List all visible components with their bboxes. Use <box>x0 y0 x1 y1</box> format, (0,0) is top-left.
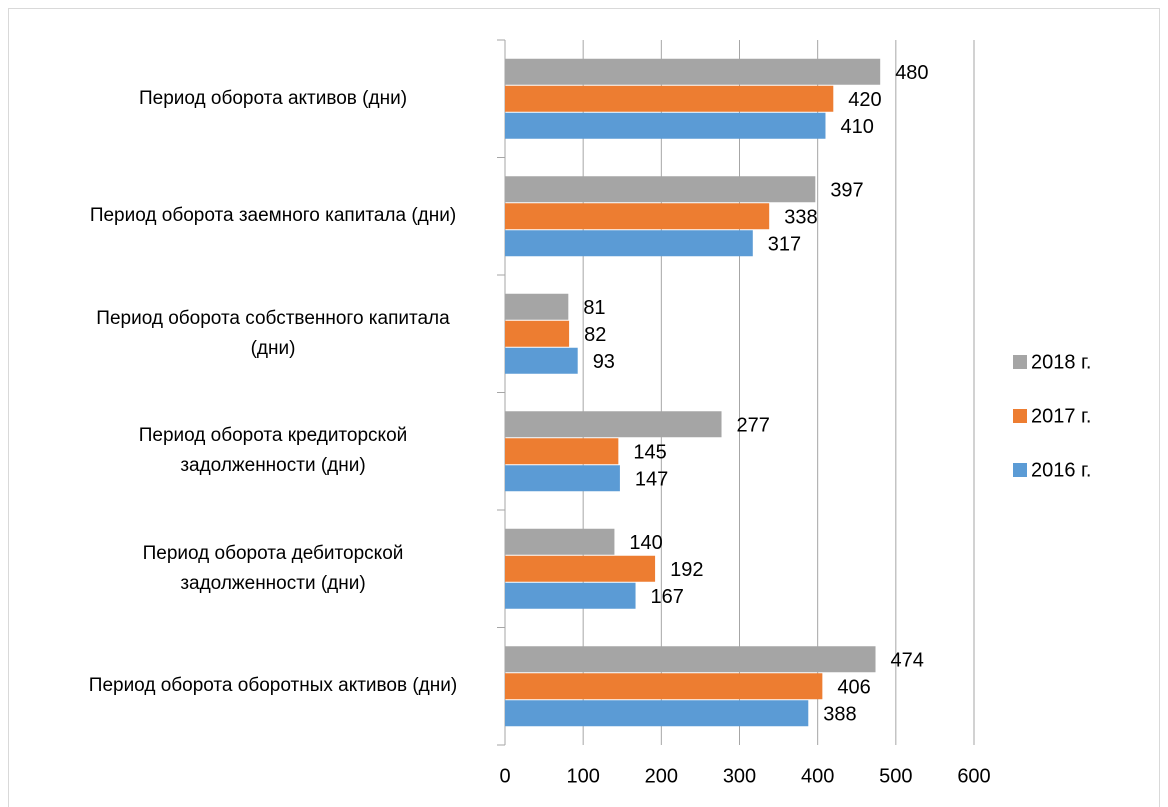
bar <box>505 555 656 582</box>
y-tick-label: Период оборота заемного капитала (дни) <box>89 205 457 227</box>
data-label: 317 <box>768 234 801 256</box>
bar <box>505 112 826 139</box>
bar <box>505 176 816 203</box>
data-label: 82 <box>584 324 606 346</box>
y-tick-label: Период оборота активов (дни) <box>138 87 408 109</box>
legend-swatch <box>1013 409 1027 423</box>
data-label: 147 <box>635 469 668 491</box>
data-label: 81 <box>583 297 605 319</box>
bar <box>505 528 615 555</box>
legend-swatch <box>1013 355 1027 369</box>
data-label: 406 <box>837 677 870 699</box>
data-label: 420 <box>848 89 881 111</box>
bar <box>505 582 636 609</box>
chart-frame <box>8 8 1160 807</box>
legend-swatch <box>1013 463 1027 477</box>
bar <box>505 673 823 700</box>
bar <box>505 203 770 230</box>
x-tick-label: 100 <box>566 765 599 787</box>
data-label: 93 <box>593 351 615 373</box>
data-label: 192 <box>670 559 703 581</box>
bar <box>505 646 876 673</box>
x-tick-label: 300 <box>723 765 756 787</box>
bar <box>505 230 753 257</box>
data-label: 397 <box>830 180 863 202</box>
y-tick-label: Период оборота кредиторской задолженност… <box>138 425 408 477</box>
data-label: 410 <box>840 116 873 138</box>
data-label: 474 <box>891 650 924 672</box>
bar <box>505 411 722 438</box>
bar <box>505 347 578 374</box>
bar <box>505 85 834 112</box>
y-tick-label: Период оборота дебиторской задолженности… <box>142 542 404 594</box>
bar <box>505 438 619 465</box>
x-tick-label: 0 <box>499 765 510 787</box>
data-label: 338 <box>784 207 817 229</box>
data-label: 145 <box>633 442 666 464</box>
legend-label: 2018 г. <box>1031 351 1091 373</box>
data-label: 167 <box>651 586 684 608</box>
legend-label: 2016 г. <box>1031 459 1091 481</box>
data-label: 388 <box>823 704 856 726</box>
data-label: 277 <box>737 415 770 437</box>
x-tick-label: 400 <box>801 765 834 787</box>
bar <box>505 465 620 492</box>
data-label: 140 <box>629 532 662 554</box>
bar <box>505 700 809 727</box>
data-label: 480 <box>895 62 928 84</box>
x-tick-label: 200 <box>645 765 678 787</box>
y-tick-label: Период оборота оборотных активов (дни) <box>88 675 458 697</box>
bar <box>505 293 569 320</box>
legend-label: 2017 г. <box>1031 405 1091 427</box>
bar <box>505 320 570 347</box>
x-tick-label: 600 <box>957 765 990 787</box>
y-tick-label: Период оборота собственного капитала (дн… <box>96 307 450 359</box>
bar <box>505 58 881 85</box>
x-tick-label: 500 <box>879 765 912 787</box>
